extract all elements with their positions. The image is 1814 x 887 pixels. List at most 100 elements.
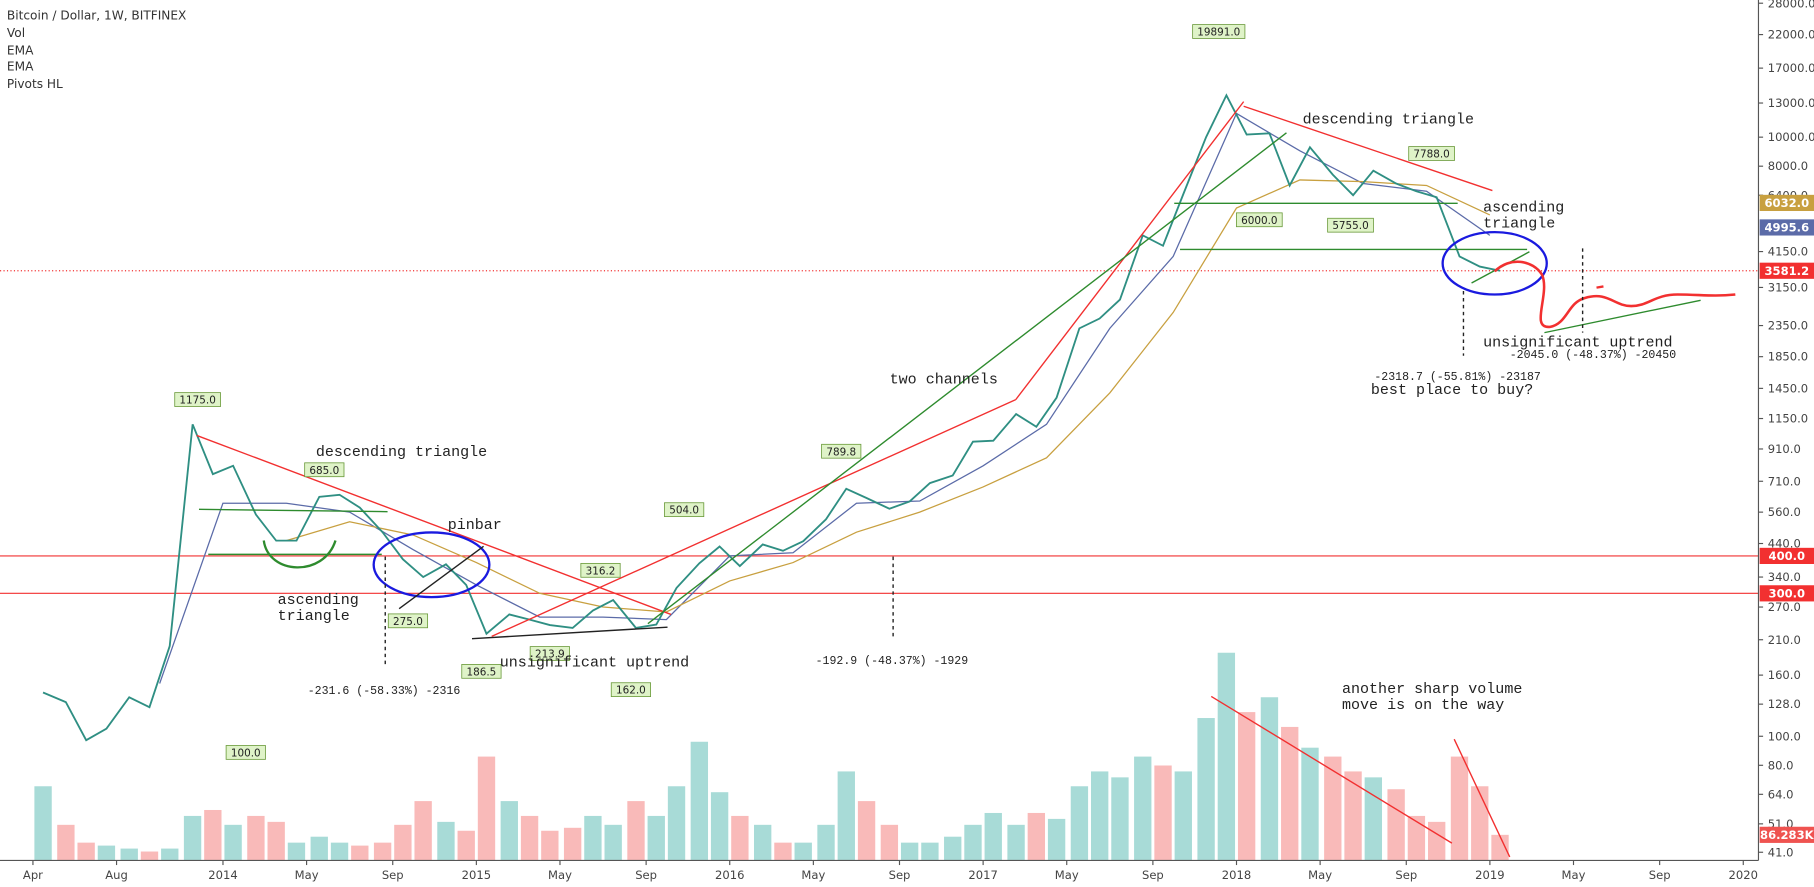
volume-bar: [1301, 747, 1319, 861]
volume-bar: [204, 809, 222, 861]
y-tick-label: 13000.0: [1768, 96, 1814, 110]
x-tick-label: 2017: [968, 868, 997, 882]
annotation: ascending: [1483, 198, 1564, 216]
channel-line: [1015, 101, 1245, 401]
y-tick-label: 340.0: [1768, 570, 1801, 584]
volume-bar: [1070, 786, 1089, 861]
x-tick-label: Apr: [23, 868, 43, 882]
plot-front: 1175.0 685.0 316.2 504.0 789.8 19891.0 7788.0 1…: [174, 24, 1676, 760]
volume-bar: [1154, 765, 1172, 861]
x-tick-label: 2020: [1729, 868, 1758, 882]
volume-bar: [731, 815, 749, 861]
pivot-badge: [1192, 24, 1246, 39]
volume-bar: [837, 771, 855, 861]
y-tick-label: 160.0: [1768, 668, 1801, 682]
volume-bar: [373, 842, 392, 861]
volume-bar: [1344, 771, 1362, 861]
volume-bar: [1174, 771, 1192, 861]
volume-bar: [1091, 771, 1109, 861]
pivot-label: 6000.0: [1241, 215, 1277, 227]
y-tick-label: 1450.0: [1768, 381, 1808, 395]
price-badge: [1759, 826, 1814, 843]
volume-bar: [1281, 726, 1299, 861]
y-tick-label: 1150.0: [1768, 412, 1808, 426]
y-tick-label: 2350.0: [1768, 319, 1808, 333]
volume-bar: [541, 830, 559, 861]
volume-bar: [1260, 697, 1279, 861]
y-tick-label: 17000.0: [1768, 61, 1814, 75]
forecast-mark: [1596, 285, 1604, 289]
pivot-label: 5755.0: [1332, 220, 1368, 232]
pivot-label: 504.0: [669, 505, 699, 517]
pivot-badge: [1408, 146, 1455, 161]
volume-bar: [1217, 652, 1236, 861]
volume-bar: [120, 848, 138, 861]
volume-bar: [1047, 818, 1066, 861]
axes: 28000.0 22000.0 17000.0 13000.0 10000.0 8000.…: [23, 0, 1814, 882]
pivot-badge: [461, 664, 502, 679]
legend-item: EMA: [7, 59, 34, 73]
volume-bar: [774, 842, 792, 861]
channel-line: [491, 398, 1017, 638]
pivot-label: 100.0: [231, 747, 261, 759]
y-tick-label: 28000.0: [1768, 0, 1814, 10]
volume-bar: [414, 801, 432, 861]
pivot-label: 213.9: [535, 649, 565, 661]
volume-bar: [1407, 815, 1426, 861]
x-tick-label: May: [1055, 868, 1079, 882]
highlight-ellipse: [372, 531, 491, 599]
pivot-badge: [610, 682, 651, 698]
y-tick-label: 100.0: [1768, 729, 1801, 743]
volume-bar: [310, 836, 328, 861]
legend-item: Vol: [7, 26, 25, 40]
price-line: [42, 93, 1501, 742]
x-tick-label: Sep: [635, 868, 657, 882]
pivot-badge: [225, 745, 266, 760]
volume-bar: [247, 815, 265, 861]
annotation: -2318.7 (-55.81%) -23187: [1374, 371, 1541, 384]
time-axis: [0, 860, 1759, 887]
volume-bar: [1007, 824, 1025, 861]
annotation: another sharp volume: [1342, 680, 1522, 698]
y-tick-label: 3150.0: [1768, 280, 1808, 294]
x-tick-label: 2018: [1222, 868, 1251, 882]
x-tick-label: May: [548, 868, 572, 882]
pivot-label: 316.2: [586, 565, 616, 577]
y-tick-label: 64.0: [1768, 787, 1794, 801]
annotation: descending triangle: [1303, 111, 1474, 129]
price-badge-label: 3581.2: [1765, 264, 1810, 278]
annotation: -192.9 (-48.37%) -1929: [816, 655, 969, 668]
trend-line: [1243, 105, 1493, 192]
volume-bar: [97, 845, 116, 861]
y-tick-label: 560.0: [1768, 505, 1801, 519]
trend-line: [1544, 299, 1701, 334]
volume-bar: [1237, 712, 1256, 861]
volume-trend-line: [1453, 738, 1511, 858]
y-tick-label: 41.0: [1768, 845, 1794, 859]
drawings: [196, 101, 1736, 858]
pivot-label: 19891.0: [1197, 27, 1240, 39]
volume-bar: [287, 842, 306, 861]
volume-bar: [1111, 777, 1129, 861]
volume-bar: [964, 824, 982, 861]
volume-bar: [710, 792, 729, 861]
volume-bar: [183, 815, 202, 861]
x-tick-label: Sep: [889, 868, 911, 882]
x-tick-label: 2015: [462, 868, 491, 882]
pivot-badge: [1235, 212, 1283, 228]
price-badge: [1759, 219, 1814, 236]
price-badge-label: 6032.0: [1765, 196, 1810, 210]
volume-trend-line: [1210, 695, 1453, 844]
volume-bar: [1134, 756, 1152, 861]
volume-bar: [667, 786, 686, 861]
volume-bar: [77, 842, 95, 861]
y-tick-label: 210.0: [1768, 633, 1801, 647]
annotation: triangle: [1483, 215, 1555, 233]
annotation: best place to buy?: [1371, 381, 1533, 399]
pivot-label: 7788.0: [1413, 149, 1449, 161]
price-badge-label: 86.283K: [1760, 828, 1814, 842]
pivot-badge: [580, 562, 621, 578]
price-badge: [1759, 585, 1814, 602]
price-axis: [1758, 0, 1814, 887]
